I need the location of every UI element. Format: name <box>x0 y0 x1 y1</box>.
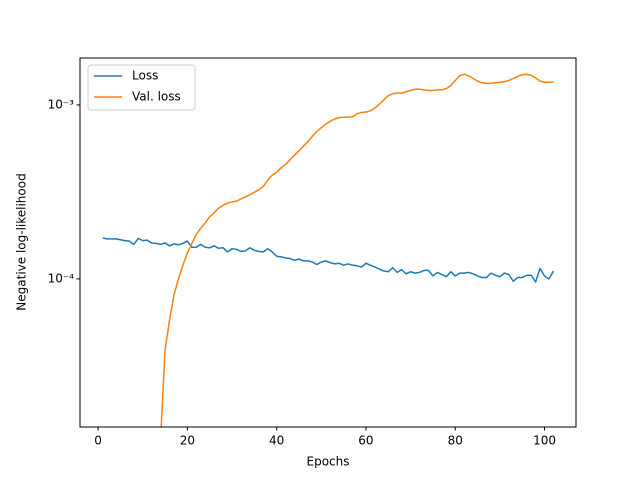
series-line <box>102 237 555 283</box>
x-tick-label: 0 <box>94 434 102 448</box>
x-tick-label: 20 <box>180 434 195 448</box>
x-axis-label: Epochs <box>307 455 350 469</box>
axes-frame <box>79 57 577 428</box>
plot-area <box>102 73 555 427</box>
y-axis-label: Negative log-likelihood <box>15 173 29 310</box>
y-tick-label: 10⁻⁴ <box>48 271 75 285</box>
legend-label: Val. loss <box>132 90 181 104</box>
x-tick-label: 100 <box>533 434 556 448</box>
y-tick-label: 10⁻³ <box>48 97 75 111</box>
x-tick-label: 60 <box>358 434 373 448</box>
x-tick-label: 80 <box>448 434 463 448</box>
legend-label: Loss <box>132 69 158 83</box>
series-line <box>160 73 554 427</box>
x-tick-label: 40 <box>269 434 284 448</box>
